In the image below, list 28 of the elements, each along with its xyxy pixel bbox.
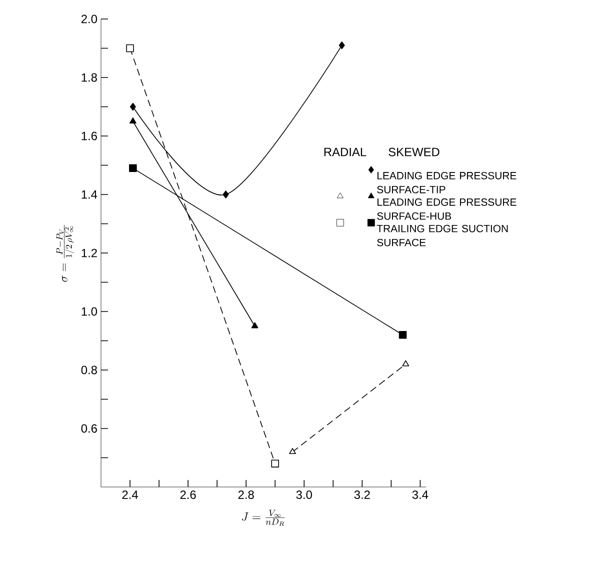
point xyxy=(126,44,134,52)
y-axis-title: $\sigma = \frac{P - P_V}{1/2\,\rho V_\infty^{2}}$ xyxy=(56,224,74,282)
x-tick-label: 2.6 xyxy=(180,490,196,499)
legend-label: LEADING EDGE PRESSURE SURFACE-TIP xyxy=(377,172,516,194)
y-tick-label: 0.8 xyxy=(81,366,97,374)
point xyxy=(398,331,407,339)
x-tick-label: 3.4 xyxy=(412,490,428,499)
point xyxy=(130,102,136,111)
x-tick-label: 3.2 xyxy=(354,490,370,499)
point xyxy=(338,41,345,50)
legend-label: TRAILING EDGE SUCTION SURFACE xyxy=(376,224,508,246)
point xyxy=(271,460,280,468)
y-tick-label: 2.0 xyxy=(81,14,98,24)
y-tick-label: 1.6 xyxy=(82,132,97,140)
y-tick-label: 1.0 xyxy=(82,307,98,316)
point xyxy=(222,190,229,198)
annotation: RADIAL xyxy=(324,148,366,156)
legend-label: LEADING EDGE PRESSURE SURFACE-HUB xyxy=(377,198,516,220)
point xyxy=(129,164,137,172)
x-axis-title: $J = \frac{V_\infty}{nD_R}$ xyxy=(242,510,285,526)
y-tick-label: 1.2 xyxy=(82,248,97,258)
y-tick-label: 1.4 xyxy=(82,190,98,199)
x-tick-label: 3.0 xyxy=(296,490,312,499)
y-tick-label: 0.6 xyxy=(81,424,97,433)
annotation: SKEWED xyxy=(388,148,440,156)
x-tick-label: 2.8 xyxy=(238,490,254,499)
x-tick-label: 2.4 xyxy=(122,490,138,499)
y-tick-label: 1.8 xyxy=(82,73,97,82)
